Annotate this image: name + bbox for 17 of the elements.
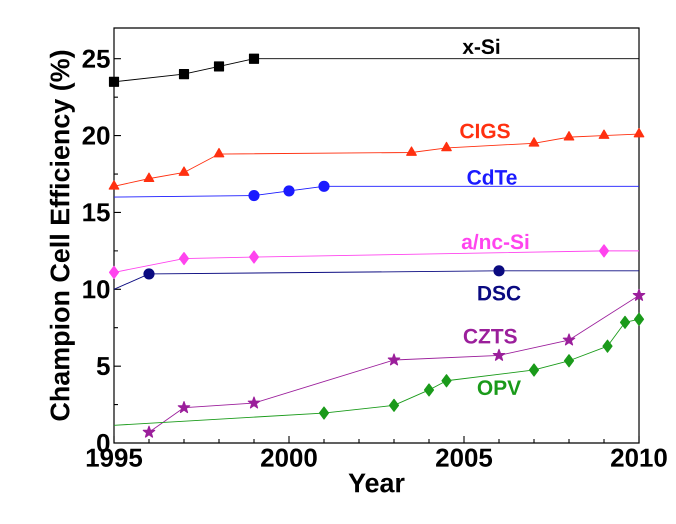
text: CdTe [467, 169, 517, 185]
y-tick-label: 25 [82, 50, 110, 68]
x-axis-title: Year [348, 474, 405, 492]
series-label: CZTS [464, 328, 517, 344]
series-label: DSC [478, 286, 521, 301]
y-tick-label: 5 [96, 357, 110, 376]
x-tick-label: 2010 [611, 448, 667, 467]
x-tick-label: 2005 [436, 448, 492, 467]
y-tick-label: 20 [82, 126, 110, 145]
y-axis-title: Champion Cell Efficiency (%) [50, 50, 75, 420]
text: x-Si [462, 38, 500, 54]
y-tick-label: 15 [83, 203, 110, 222]
series-label: OPV [478, 380, 521, 396]
series-label: a/nc-Si [462, 234, 528, 250]
y-tick-label: 10 [83, 280, 110, 298]
x-tick-label: 2000 [261, 448, 317, 467]
series-label: CIGS [460, 124, 510, 138]
